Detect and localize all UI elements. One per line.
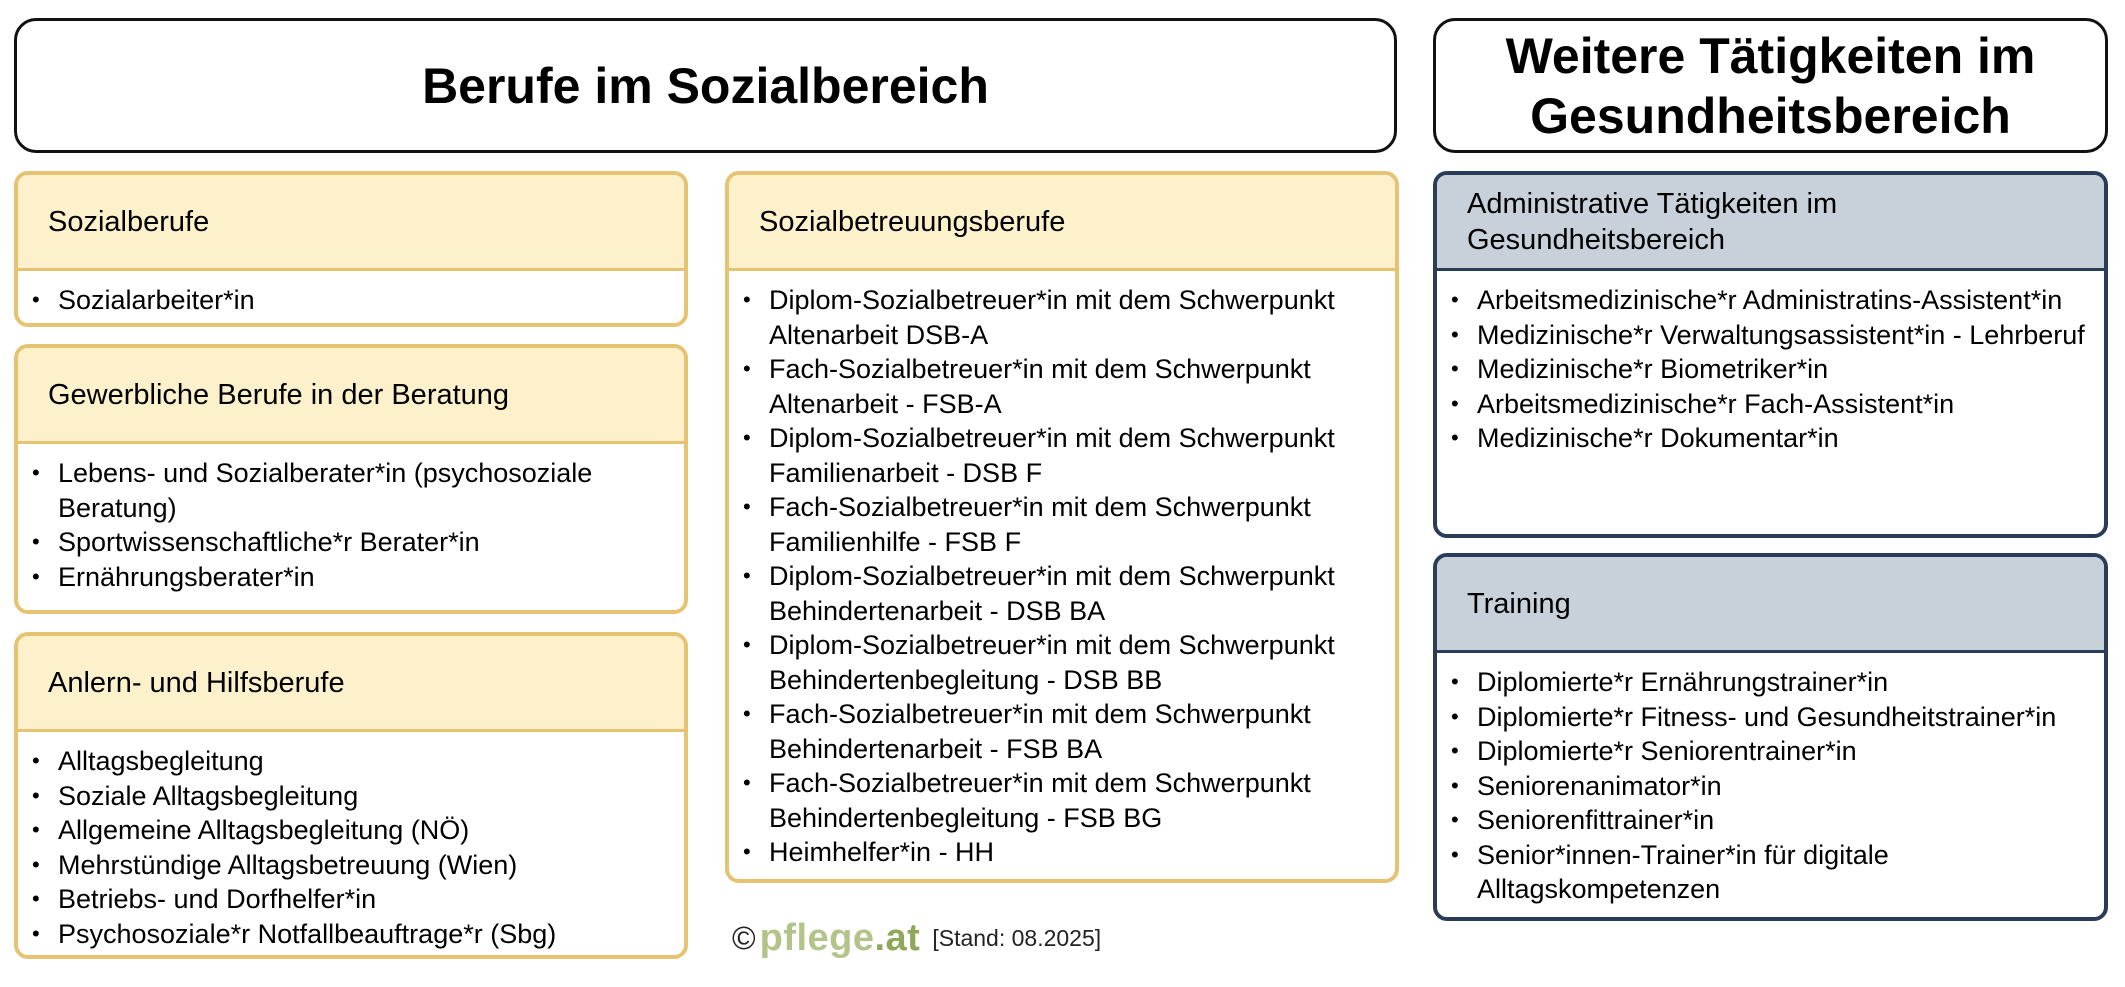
list-item: Mehrstündige Alltagsbetreuung (Wien) bbox=[32, 848, 672, 883]
header-right-title-line2: Gesundheitsbereich bbox=[1530, 87, 2011, 144]
card-anlern-list: AlltagsbegleitungSoziale Alltagsbegleitu… bbox=[18, 732, 684, 951]
list-item: Ernährungsberater*in bbox=[32, 560, 672, 595]
list-item: Soziale Alltagsbegleitung bbox=[32, 779, 672, 814]
card-anlern-title: Anlern- und Hilfsberufe bbox=[18, 636, 684, 732]
header-weitere-taetigkeiten: Weitere Tätigkeiten im Gesundheitsbereic… bbox=[1433, 18, 2108, 153]
list-item: Fach-Sozialbetreuer*in mit dem Schwerpun… bbox=[743, 352, 1383, 421]
card-gewerbliche-title: Gewerbliche Berufe in der Beratung bbox=[18, 348, 684, 444]
list-item: Sportwissenschaftliche*r Berater*in bbox=[32, 525, 672, 560]
card-training: Training Diplomierte*r Ernährungstrainer… bbox=[1433, 553, 2108, 921]
card-sozialberufe-list: Sozialarbeiter*in bbox=[18, 271, 684, 318]
list-item: Psychosoziale*r Notfallbeauftrage*r (Sbg… bbox=[32, 917, 672, 952]
list-item: Medizinische*r Biometriker*in bbox=[1451, 352, 2092, 387]
logo-tld-text: .at bbox=[874, 916, 921, 959]
card-sozialberufe: Sozialberufe Sozialarbeiter*in bbox=[14, 171, 688, 327]
list-item: Diplom-Sozialbetreuer*in mit dem Schwerp… bbox=[743, 628, 1383, 697]
list-item: Sozialarbeiter*in bbox=[32, 283, 672, 318]
card-administrative-list: Arbeitsmedizinische*r Administratins-Ass… bbox=[1437, 271, 2104, 456]
card-training-title: Training bbox=[1437, 557, 2104, 653]
list-item: Diplom-Sozialbetreuer*in mit dem Schwerp… bbox=[743, 283, 1383, 352]
card-gewerbliche-list: Lebens- und Sozialberater*in (psychosozi… bbox=[18, 444, 684, 594]
list-item: Arbeitsmedizinische*r Fach-Assistent*in bbox=[1451, 387, 2092, 422]
list-item: Diplom-Sozialbetreuer*in mit dem Schwerp… bbox=[743, 421, 1383, 490]
list-item: Diplom-Sozialbetreuer*in mit dem Schwerp… bbox=[743, 559, 1383, 628]
header-berufe-sozialbereich: Berufe im Sozialbereich bbox=[14, 18, 1397, 153]
list-item: Medizinische*r Verwaltungsassistent*in -… bbox=[1451, 318, 2092, 353]
header-left-title: Berufe im Sozialbereich bbox=[422, 57, 989, 114]
stand-date: [Stand: 08.2025] bbox=[932, 924, 1102, 951]
list-item: Seniorenanimator*in bbox=[1451, 769, 2092, 804]
copyright-symbol: © bbox=[732, 919, 756, 956]
card-sozialbetreuungsberufe: Sozialbetreuungsberufe Diplom-Sozialbetr… bbox=[725, 171, 1399, 883]
list-item: Diplomierte*r Seniorentrainer*in bbox=[1451, 734, 2092, 769]
list-item: Fach-Sozialbetreuer*in mit dem Schwerpun… bbox=[743, 697, 1383, 766]
pflege-at-logo: pflege.at bbox=[760, 917, 921, 960]
list-item: Medizinische*r Dokumentar*in bbox=[1451, 421, 2092, 456]
list-item: Allgemeine Alltagsbegleitung (NÖ) bbox=[32, 813, 672, 848]
list-item: Betriebs- und Dorfhelfer*in bbox=[32, 882, 672, 917]
list-item: Heimhelfer*in - HH bbox=[743, 835, 1383, 870]
logo-main-text: pflege bbox=[759, 916, 875, 959]
list-item: Seniorenfittrainer*in bbox=[1451, 803, 2092, 838]
card-training-list: Diplomierte*r Ernährungstrainer*inDiplom… bbox=[1437, 653, 2104, 907]
card-sozialberufe-title: Sozialberufe bbox=[18, 175, 684, 271]
card-administrative-taetigkeiten: Administrative Tätigkeiten im Gesundheit… bbox=[1433, 171, 2108, 538]
list-item: Fach-Sozialbetreuer*in mit dem Schwerpun… bbox=[743, 490, 1383, 559]
card-sozialbetreuung-list: Diplom-Sozialbetreuer*in mit dem Schwerp… bbox=[729, 271, 1395, 870]
card-gewerbliche-berufe: Gewerbliche Berufe in der Beratung Leben… bbox=[14, 344, 688, 614]
card-anlern-hilfsberufe: Anlern- und Hilfsberufe Alltagsbegleitun… bbox=[14, 632, 688, 959]
list-item: Lebens- und Sozialberater*in (psychosozi… bbox=[32, 456, 672, 525]
list-item: Diplomierte*r Ernährungstrainer*in bbox=[1451, 665, 2092, 700]
list-item: Senior*innen-Trainer*in für digitale All… bbox=[1451, 838, 2092, 907]
card-sozialbetreuung-title: Sozialbetreuungsberufe bbox=[729, 175, 1395, 271]
list-item: Arbeitsmedizinische*r Administratins-Ass… bbox=[1451, 283, 2092, 318]
header-right-title-line1: Weitere Tätigkeiten im bbox=[1505, 27, 2036, 84]
list-item: Alltagsbegleitung bbox=[32, 744, 672, 779]
list-item: Fach-Sozialbetreuer*in mit dem Schwerpun… bbox=[743, 766, 1383, 835]
list-item: Diplomierte*r Fitness- und Gesundheitstr… bbox=[1451, 700, 2092, 735]
footer-credit: © pflege.at [Stand: 08.2025] bbox=[732, 917, 1102, 960]
card-administrative-title: Administrative Tätigkeiten im Gesundheit… bbox=[1437, 175, 2104, 271]
